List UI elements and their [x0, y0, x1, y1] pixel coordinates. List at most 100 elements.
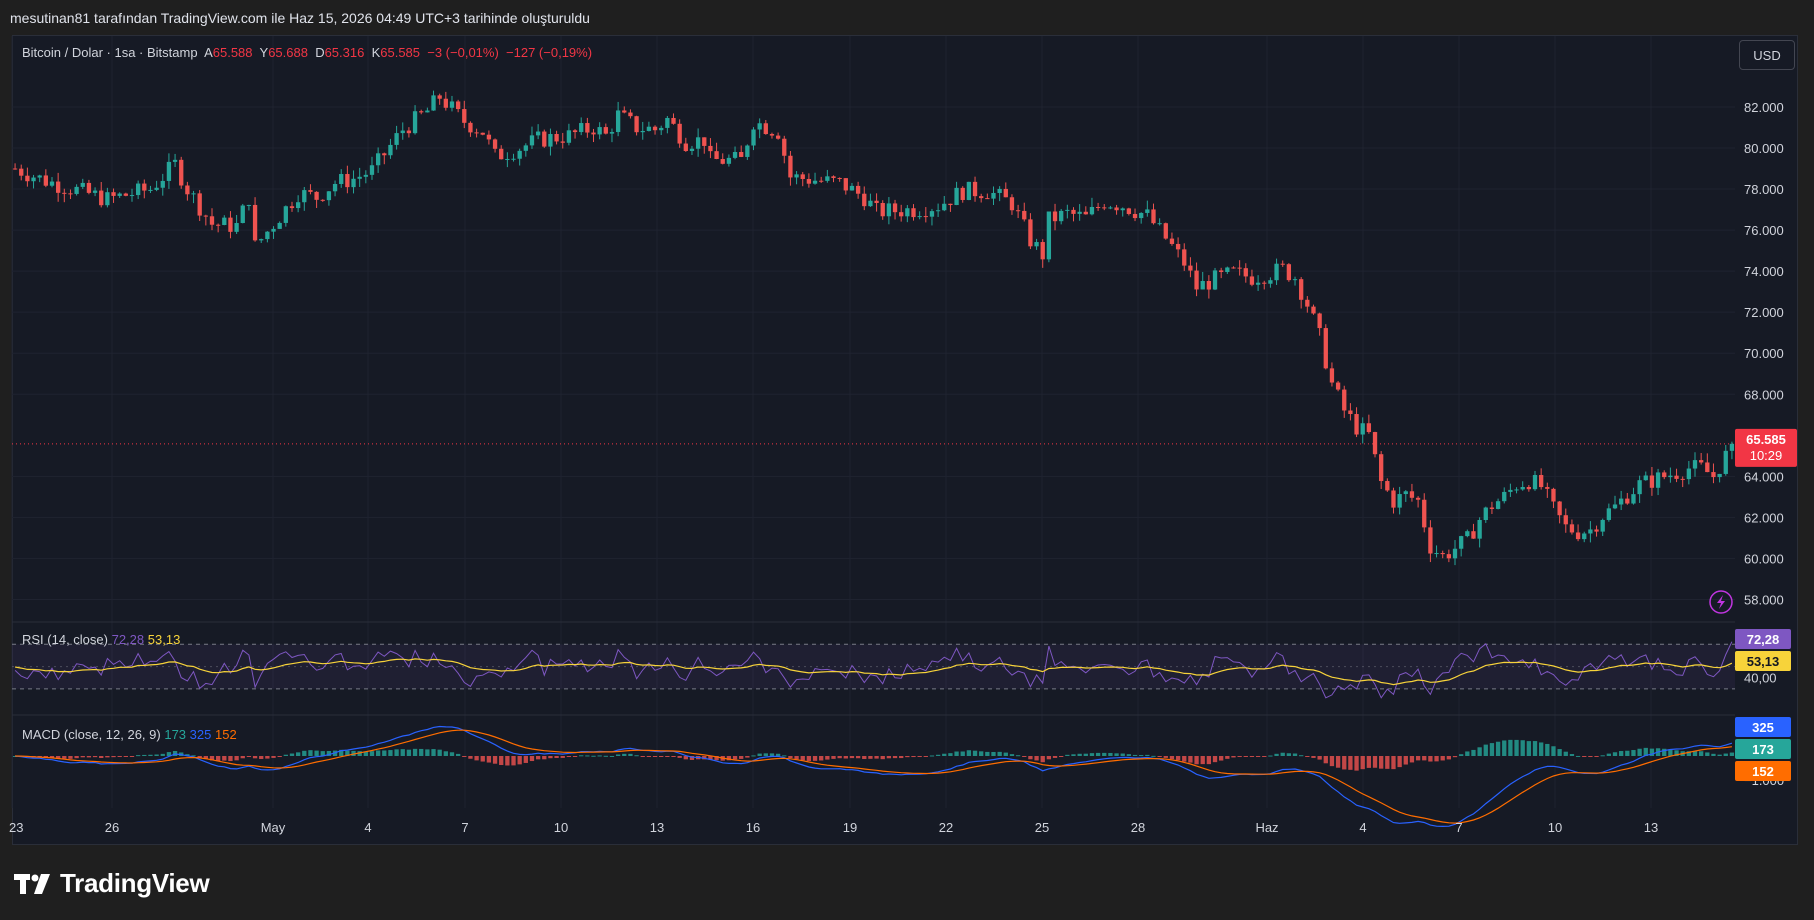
macd-histogram-bar [732, 756, 738, 760]
macd-histogram-bar [1569, 754, 1575, 756]
macd-histogram-bar [1385, 756, 1390, 769]
candle-body [609, 132, 615, 134]
macd-histogram-bar [1348, 756, 1353, 770]
candle-body [905, 208, 910, 217]
high-value: 65.688 [268, 45, 308, 60]
macd-histogram-bar [1237, 756, 1242, 757]
macd-histogram-bar [1495, 741, 1501, 756]
macd-histogram-bar [499, 756, 504, 766]
candle-body [517, 150, 522, 159]
macd-histogram-bar [308, 750, 313, 756]
candle-body [1022, 210, 1027, 220]
candle-body [222, 217, 227, 226]
candle-body [1403, 491, 1408, 495]
macd-histogram-bar [917, 756, 922, 757]
candle-body [739, 152, 744, 157]
macd-histogram-bar [1163, 756, 1168, 758]
candle-body [1225, 267, 1230, 272]
candle-body [991, 192, 996, 199]
candle-body [659, 127, 664, 131]
macd-histogram-bar [92, 756, 98, 758]
candle-body [1206, 281, 1212, 290]
candle-body [1274, 263, 1279, 281]
candle-body [782, 138, 787, 156]
candle-body [726, 157, 732, 164]
symbol-title: Bitcoin / Dolar · 1sa · Bitstamp [22, 45, 198, 60]
candle-body [369, 165, 375, 175]
candle-body [523, 145, 528, 151]
macd-histogram-bar [1643, 747, 1648, 756]
macd-hist-badge [1735, 739, 1791, 759]
macd-histogram-bar [634, 755, 639, 757]
macd-histogram-bar [603, 755, 608, 757]
macd-histogram-bar [1422, 756, 1427, 761]
macd-histogram-bar [899, 756, 904, 759]
macd-histogram-bar [1194, 756, 1199, 765]
rsi-badge [1735, 629, 1791, 649]
macd-histogram-bar [1095, 752, 1101, 756]
close-label: K [371, 45, 381, 60]
candle-body [1255, 282, 1261, 285]
price-tick-label: 62.000 [1744, 510, 1784, 525]
macd-histogram-bar [1600, 755, 1605, 757]
macd-histogram-bar [819, 756, 824, 761]
candle-body [985, 198, 990, 200]
candle-body [351, 178, 356, 188]
macd-histogram-bar [1028, 756, 1033, 760]
macd-histogram-bar [1299, 755, 1304, 757]
macd-histogram-bar [794, 756, 799, 760]
candle-body [499, 148, 504, 160]
candle-body [1095, 206, 1101, 208]
macd-histogram-bar [1514, 739, 1519, 756]
macd-histogram-bar [751, 755, 756, 757]
macd-histogram-bar [295, 752, 301, 756]
candle-body [1428, 527, 1433, 554]
macd-histogram-bar [1052, 756, 1058, 758]
macd-histogram-bar [1520, 740, 1525, 756]
price-tick-label: 74.000 [1744, 264, 1784, 279]
macd-histogram-bar [1323, 756, 1328, 764]
candle-body [665, 117, 670, 128]
low-value: 65.316 [324, 45, 365, 60]
candle-body [166, 161, 172, 181]
candle-body [1686, 468, 1692, 480]
macd-histogram-bar [843, 756, 848, 759]
candle-body [1108, 207, 1113, 209]
macd-line [15, 725, 1733, 828]
candle-body [135, 183, 141, 196]
price-tick-label: 60.000 [1744, 551, 1784, 566]
candle-body [1489, 507, 1495, 509]
macd-histogram-bar [935, 754, 941, 756]
candle-body [455, 101, 461, 110]
candle-body [1360, 423, 1365, 435]
candle-body [1452, 548, 1458, 559]
candle-body [720, 159, 725, 164]
candle-body [74, 186, 79, 194]
macd-histogram-bar [1089, 753, 1095, 756]
candle-body [49, 181, 55, 186]
candle-body [19, 168, 24, 176]
candle-body [634, 116, 639, 133]
signal-line [15, 729, 1732, 824]
macd-histogram-bar [1539, 742, 1544, 756]
rsi-badge-value: 72,28 [1747, 632, 1780, 647]
rsi-title: RSI (14, close) [22, 632, 108, 647]
macd-histogram-bar [363, 751, 368, 756]
macd-histogram-bar [1699, 751, 1704, 756]
candle-body [185, 185, 190, 195]
macd-histogram-bar [769, 753, 775, 756]
candle-body [1151, 209, 1156, 224]
candle-body [819, 180, 824, 182]
candle-body [1200, 281, 1205, 290]
candle-body [259, 239, 264, 241]
macd-histogram-bar [1003, 752, 1008, 756]
macd-histogram-bar [806, 756, 812, 761]
candle-body [800, 174, 805, 180]
macd-histogram-bar [246, 756, 252, 757]
candle-body [1434, 553, 1439, 555]
time-tick-label: 16 [746, 820, 760, 835]
macd-histogram-bar [1354, 756, 1359, 771]
currency-button[interactable]: USD [1739, 40, 1795, 70]
macd-histogram-bar [591, 755, 596, 757]
